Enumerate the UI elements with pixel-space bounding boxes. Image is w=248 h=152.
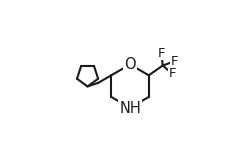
Text: F: F — [168, 67, 176, 80]
Text: F: F — [158, 47, 165, 60]
Text: F: F — [170, 55, 178, 68]
Text: O: O — [124, 57, 136, 72]
Text: NH: NH — [119, 101, 141, 116]
